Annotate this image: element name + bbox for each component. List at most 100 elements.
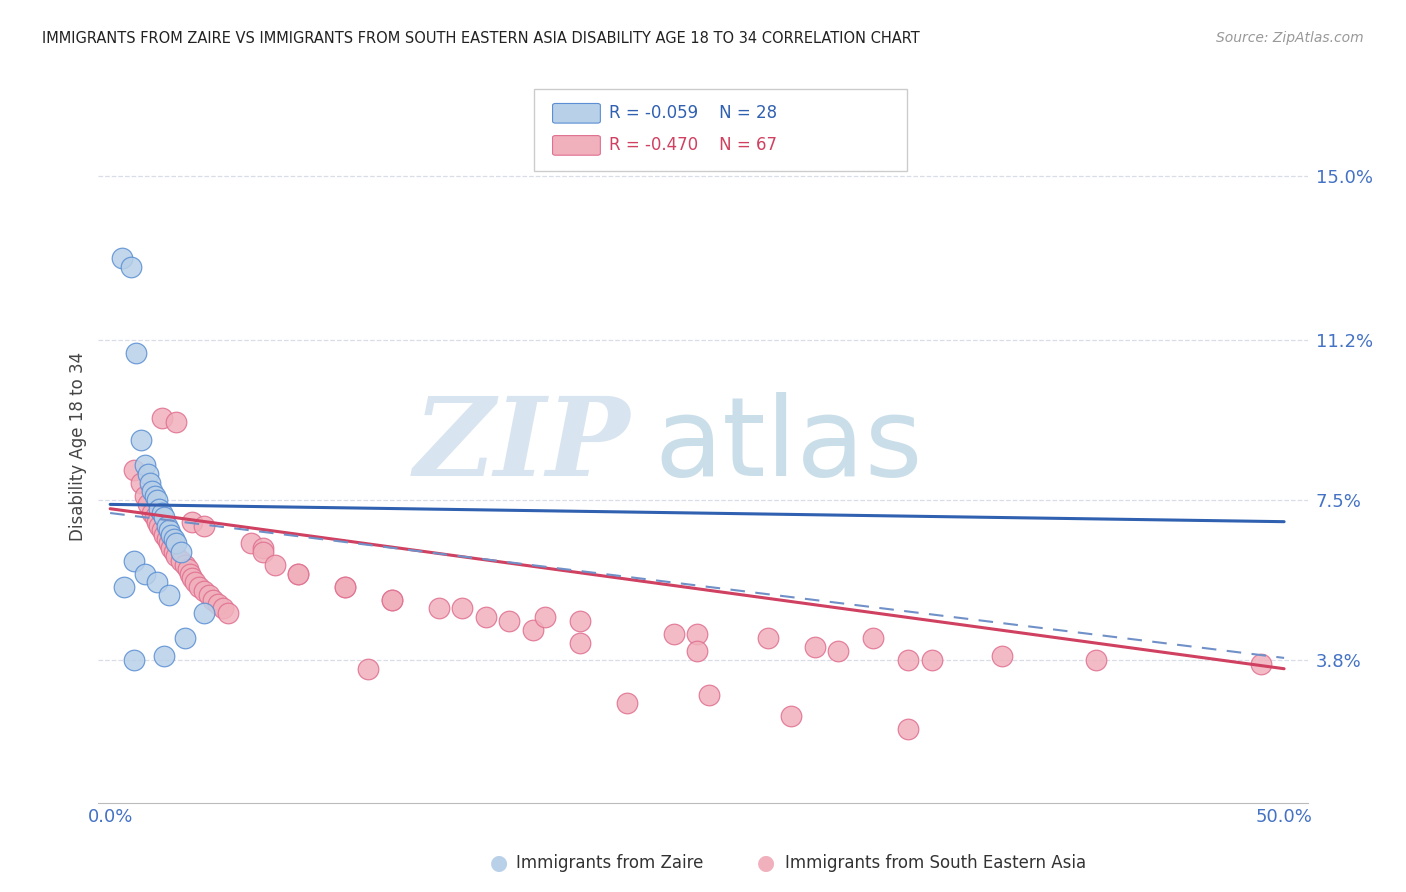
Point (193, 519, 215, 533)
Point (125, 346, 148, 360)
Point (157, 524, 180, 538)
Point (1085, 653, 1108, 667)
Point (160, 527, 183, 541)
Point (155, 519, 177, 533)
Point (148, 519, 170, 533)
Text: atlas: atlas (655, 392, 924, 500)
Point (174, 558, 197, 572)
Point (165, 415, 187, 429)
Point (153, 510, 176, 524)
Point (263, 558, 285, 572)
Point (153, 648, 176, 663)
Point (134, 566, 156, 581)
Point (427, 601, 450, 615)
Point (333, 580, 356, 594)
Point (134, 489, 156, 503)
Point (188, 580, 211, 594)
Point (120, 260, 142, 274)
Point (143, 510, 166, 524)
Point (183, 575, 205, 590)
Point (157, 536, 180, 550)
Text: R = -0.059    N = 28: R = -0.059 N = 28 (609, 104, 778, 122)
Point (146, 575, 169, 590)
Point (136, 467, 159, 482)
Point (141, 506, 163, 520)
Point (129, 433, 152, 447)
Point (143, 489, 166, 503)
Point (150, 506, 173, 520)
Point (357, 662, 380, 676)
Point (139, 475, 162, 490)
Point (122, 553, 145, 567)
Point (897, 723, 920, 737)
Point (141, 484, 163, 499)
Point (193, 606, 215, 620)
Point (202, 592, 225, 607)
Point (162, 545, 184, 559)
Point (181, 515, 204, 529)
Point (686, 627, 709, 641)
Point (193, 583, 215, 598)
Point (165, 536, 187, 550)
Point (862, 632, 884, 646)
Point (533, 610, 555, 624)
Point (686, 644, 709, 658)
Point (165, 549, 187, 564)
Point (176, 562, 198, 576)
Point (111, 251, 134, 265)
Point (169, 553, 191, 567)
Point (212, 601, 235, 615)
Point (153, 527, 176, 541)
Point (780, 709, 803, 723)
Point (568, 636, 591, 650)
Point (179, 566, 201, 581)
Point (122, 653, 145, 667)
Point (522, 623, 544, 637)
Text: Immigrants from Zaire: Immigrants from Zaire (516, 855, 703, 872)
Text: Immigrants from South Eastern Asia: Immigrants from South Eastern Asia (785, 855, 1085, 872)
Text: R = -0.470    N = 67: R = -0.470 N = 67 (609, 136, 776, 154)
Point (616, 696, 638, 710)
Point (827, 644, 849, 658)
Point (897, 653, 920, 667)
Point (451, 601, 474, 615)
Text: Source: ZipAtlas.com: Source: ZipAtlas.com (1216, 31, 1364, 45)
Point (252, 545, 274, 559)
Point (381, 592, 404, 607)
Text: ●: ● (491, 854, 508, 873)
Point (197, 588, 219, 602)
Point (217, 606, 239, 620)
Point (756, 632, 779, 646)
Y-axis label: Disability Age 18 to 34: Disability Age 18 to 34 (69, 351, 87, 541)
Point (568, 614, 591, 628)
Point (134, 458, 156, 473)
Point (1250, 657, 1272, 672)
Point (498, 614, 520, 628)
Point (129, 475, 152, 490)
Point (160, 541, 183, 555)
Point (157, 588, 180, 602)
Point (697, 688, 720, 702)
Text: ZIP: ZIP (413, 392, 630, 500)
Point (252, 541, 274, 555)
Point (287, 566, 309, 581)
Point (169, 545, 191, 559)
Point (146, 493, 169, 508)
Point (662, 627, 685, 641)
Point (155, 532, 177, 546)
Point (333, 580, 356, 594)
Point (240, 536, 263, 550)
Point (136, 497, 159, 511)
Point (162, 532, 184, 546)
Text: IMMIGRANTS FROM ZAIRE VS IMMIGRANTS FROM SOUTH EASTERN ASIA DISABILITY AGE 18 TO: IMMIGRANTS FROM ZAIRE VS IMMIGRANTS FROM… (42, 31, 920, 46)
Point (287, 566, 309, 581)
Point (381, 592, 404, 607)
Point (150, 410, 173, 425)
Point (991, 648, 1014, 663)
Point (181, 571, 204, 585)
Point (150, 524, 173, 538)
Point (921, 653, 943, 667)
Point (146, 515, 169, 529)
Point (148, 501, 170, 516)
Point (112, 580, 135, 594)
